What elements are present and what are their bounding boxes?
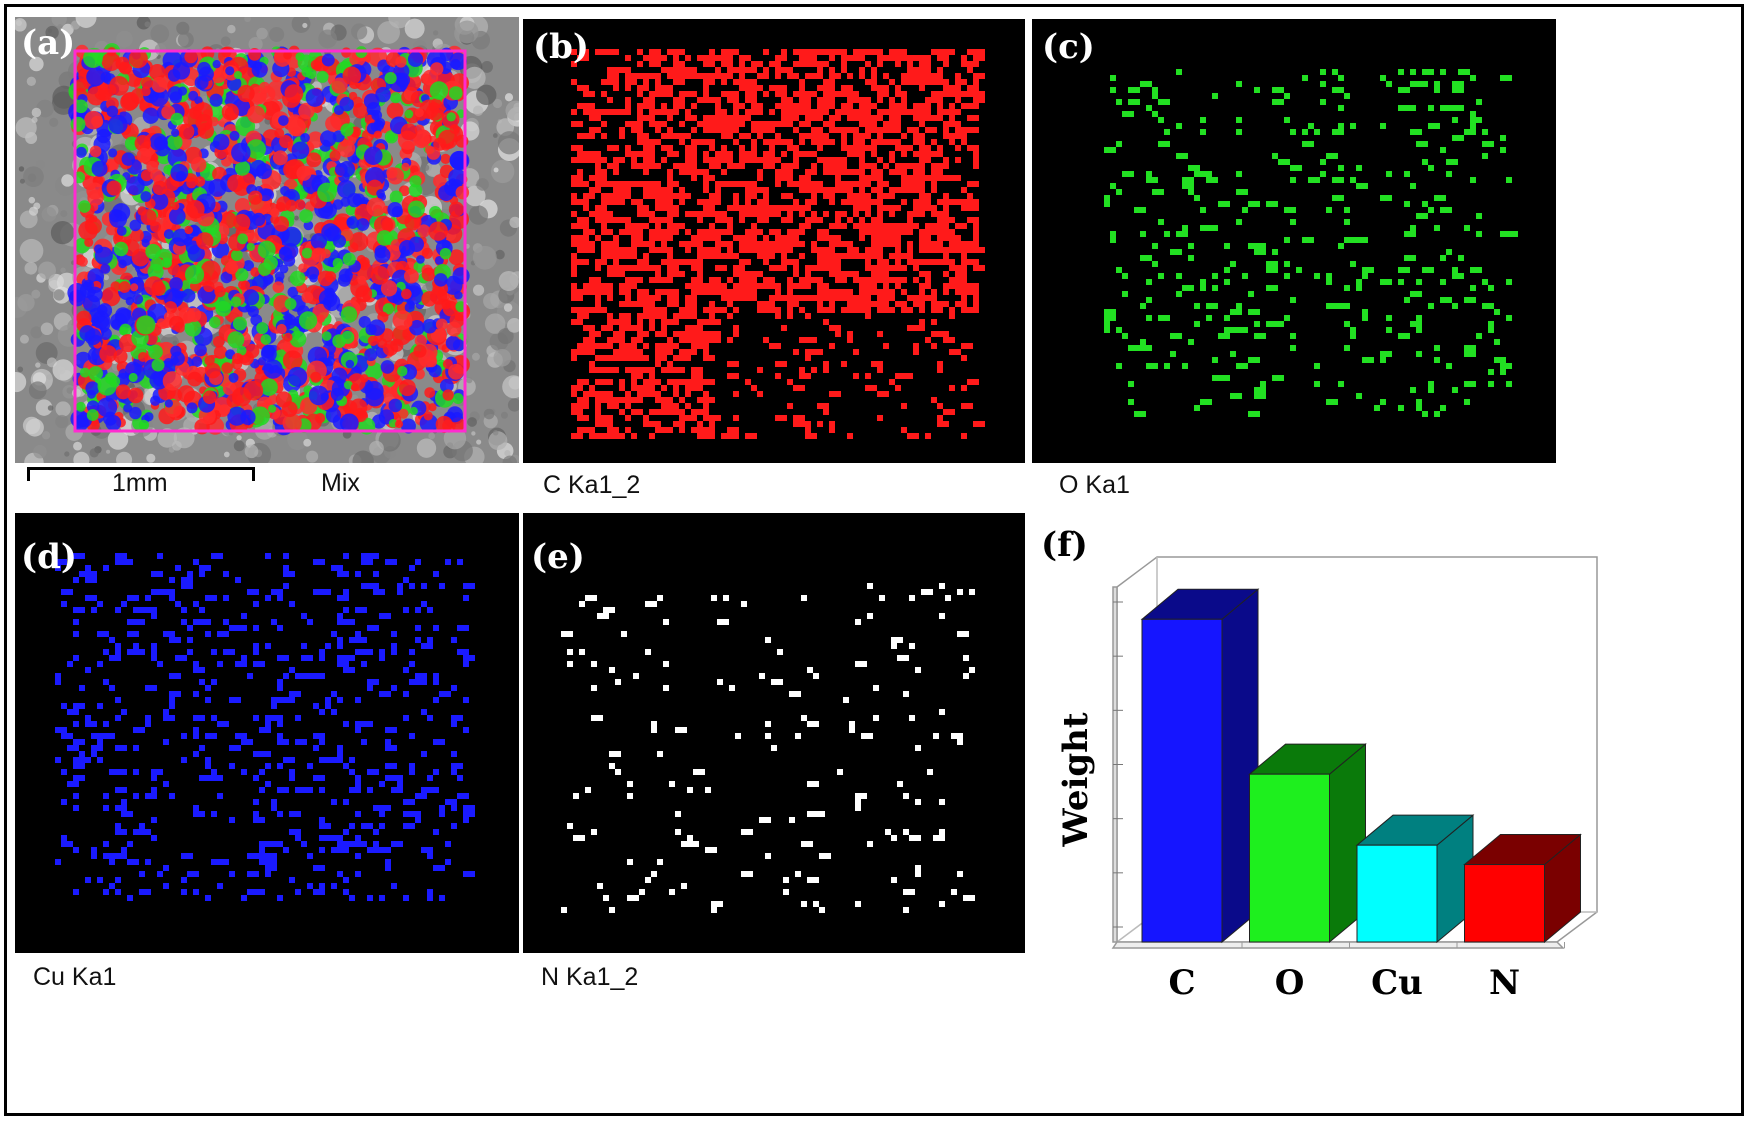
bar-c xyxy=(1140,588,1260,944)
bar-cu xyxy=(1355,814,1475,944)
y-axis-label: Weight xyxy=(1056,712,1096,847)
carbon-dot-map xyxy=(571,49,985,439)
scale-bar-tick-left xyxy=(27,467,30,481)
figure-frame: (a) 1mm Mix (b) C Ka1_2 (c) O Ka1 (d) Cu… xyxy=(4,4,1744,1116)
x-tick-o: O xyxy=(1275,963,1305,1003)
x-tick-n: N xyxy=(1489,963,1520,1003)
sem-mix-map xyxy=(15,17,519,463)
caption-d: Cu Ka1 xyxy=(33,963,117,991)
scale-bar xyxy=(27,467,255,470)
panel-label-c: (c) xyxy=(1042,27,1095,67)
scale-bar-tick-right xyxy=(252,467,255,481)
panel-a-sem-mix: (a) xyxy=(15,17,519,463)
panel-b-carbon-map: (b) xyxy=(523,19,1025,463)
element-dots xyxy=(561,583,975,913)
panel-label-f: (f) xyxy=(1041,525,1088,565)
selection-box xyxy=(73,49,467,433)
panel-e-nitrogen-map: (e) xyxy=(523,513,1025,953)
x-tick-c: C xyxy=(1168,963,1195,1003)
caption-b: C Ka1_2 xyxy=(543,471,641,499)
element-dots xyxy=(1104,69,1518,417)
x-tick-cu: Cu xyxy=(1371,963,1423,1003)
panel-d-copper-map: (d) xyxy=(15,513,519,953)
bar-o xyxy=(1248,743,1367,944)
element-dots xyxy=(55,553,475,901)
element-dots xyxy=(571,49,985,439)
weight-bar-chart: C O Cu N Weight xyxy=(1056,556,1598,1003)
caption-e: N Ka1_2 xyxy=(541,963,639,991)
copper-dot-map xyxy=(55,553,475,901)
panel-label-e: (e) xyxy=(531,537,585,577)
panel-label-b: (b) xyxy=(533,27,589,67)
panel-c-oxygen-map: (c) xyxy=(1032,19,1556,463)
mixed-element-overlay xyxy=(67,43,471,436)
panel-label-a: (a) xyxy=(21,23,76,63)
oxygen-dot-map xyxy=(1104,69,1518,417)
y-ticks xyxy=(1113,601,1123,928)
scale-bar-label: 1mm xyxy=(112,469,168,497)
bar-n xyxy=(1463,833,1582,944)
panel-label-d: (d) xyxy=(21,537,77,577)
caption-a: Mix xyxy=(321,469,360,497)
nitrogen-dot-map xyxy=(561,583,975,913)
caption-c: O Ka1 xyxy=(1059,471,1130,499)
